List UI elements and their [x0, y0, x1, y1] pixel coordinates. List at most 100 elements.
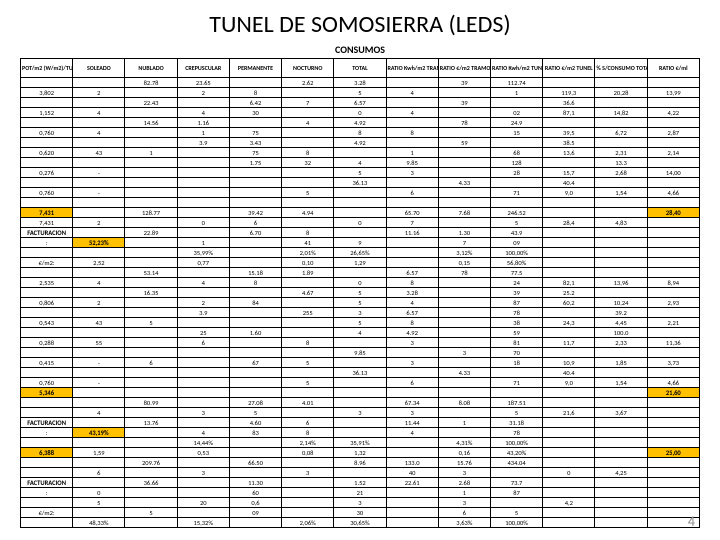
cell: 2 — [73, 88, 125, 98]
cell: 4 — [282, 118, 334, 128]
cell: 9.85 — [386, 158, 438, 168]
cell — [386, 348, 438, 358]
cell — [647, 368, 699, 378]
cell: 39 — [438, 78, 490, 88]
cell — [73, 288, 125, 298]
cell — [229, 468, 281, 478]
cell — [595, 388, 647, 398]
cell: 11,36 — [647, 338, 699, 348]
cell — [543, 448, 595, 458]
cell: 2,93 — [647, 298, 699, 308]
cell — [177, 488, 229, 498]
cell: 6.57 — [334, 98, 386, 108]
cell: 22.89 — [125, 228, 177, 238]
cell — [229, 438, 281, 448]
cell — [334, 208, 386, 218]
cell: 6 — [386, 188, 438, 198]
cell: 3 — [334, 408, 386, 418]
cell: 1,54 — [595, 378, 647, 388]
cell: 40.4 — [543, 178, 595, 188]
cell — [21, 498, 73, 508]
cell: 25,00 — [647, 448, 699, 458]
table-row: FACTURACION13.764.60611.44131.18 — [21, 418, 700, 428]
cell — [543, 308, 595, 318]
cell: 4,25 — [595, 468, 647, 478]
cell — [177, 288, 229, 298]
cell: 67 — [229, 358, 281, 368]
table-row: 7,431128.7739.424.9465.707.68246.5228,40 — [21, 208, 700, 218]
cell — [647, 248, 699, 258]
cell — [282, 318, 334, 328]
cell: 43 — [73, 318, 125, 328]
cell — [647, 398, 699, 408]
table-row: FACTURACION36.6611.301.5222.612.6873.7 — [21, 478, 700, 488]
cell: 4,22 — [647, 108, 699, 118]
cell: 3 — [386, 168, 438, 178]
cell — [229, 448, 281, 458]
cell — [647, 158, 699, 168]
table-row: 0,7604175881539,56,722,87 — [21, 128, 700, 138]
cell — [21, 118, 73, 128]
cell: 6 — [386, 378, 438, 388]
cell: 83 — [229, 428, 281, 438]
cell — [73, 158, 125, 168]
cell: 100.0 — [595, 328, 647, 338]
cell — [125, 328, 177, 338]
cell — [595, 348, 647, 358]
cell — [73, 308, 125, 318]
cell — [438, 278, 490, 288]
cell: 4 — [334, 158, 386, 168]
cell: FACTURACION — [21, 418, 73, 428]
cell: 68 — [490, 148, 542, 158]
cell — [595, 238, 647, 248]
cell: 84 — [229, 298, 281, 308]
cell — [282, 218, 334, 228]
cell — [177, 228, 229, 238]
cell: 2,87 — [647, 128, 699, 138]
cell: 2,01% — [282, 248, 334, 258]
cell — [229, 188, 281, 198]
cell: 09 — [490, 238, 542, 248]
cell — [282, 408, 334, 418]
cell: 0,15 — [438, 258, 490, 268]
cell: 21,60 — [647, 388, 699, 398]
col-header: NOCTURNO — [282, 59, 334, 78]
cell — [177, 368, 229, 378]
cell — [543, 508, 595, 518]
page-title: TUNEL DE SOMOSIERRA (LEDS) — [20, 10, 700, 39]
cell — [438, 378, 490, 388]
cell — [229, 178, 281, 188]
cell: 8 — [229, 278, 281, 288]
cell: 65.70 — [386, 208, 438, 218]
cell: 24.9 — [490, 118, 542, 128]
cell: 41 — [282, 238, 334, 248]
cell — [229, 348, 281, 358]
cell — [177, 398, 229, 408]
cell: 77.5 — [490, 268, 542, 278]
table-row: 0,8062284548760,210,242,93 — [21, 298, 700, 308]
cell — [647, 288, 699, 298]
table-row: 36.134.3340.4 — [21, 368, 700, 378]
cell — [595, 458, 647, 468]
cell — [386, 518, 438, 528]
cell — [543, 398, 595, 408]
cell — [334, 468, 386, 478]
cell — [282, 458, 334, 468]
cell: 26,65% — [334, 248, 386, 258]
cell: 3 — [177, 468, 229, 478]
cell: 6.57 — [386, 308, 438, 318]
col-header: RATIO Kwh/m2 TUNEL — [490, 59, 542, 78]
cell — [647, 268, 699, 278]
cell — [543, 198, 595, 208]
cell — [125, 448, 177, 458]
cell — [73, 248, 125, 258]
cell — [647, 418, 699, 428]
cell — [438, 188, 490, 198]
cell — [647, 98, 699, 108]
cell: 4.94 — [282, 208, 334, 218]
cell — [125, 348, 177, 358]
cell: 20 — [177, 498, 229, 508]
cell: 5 — [490, 508, 542, 518]
cell — [334, 358, 386, 368]
cell: 11.44 — [386, 418, 438, 428]
